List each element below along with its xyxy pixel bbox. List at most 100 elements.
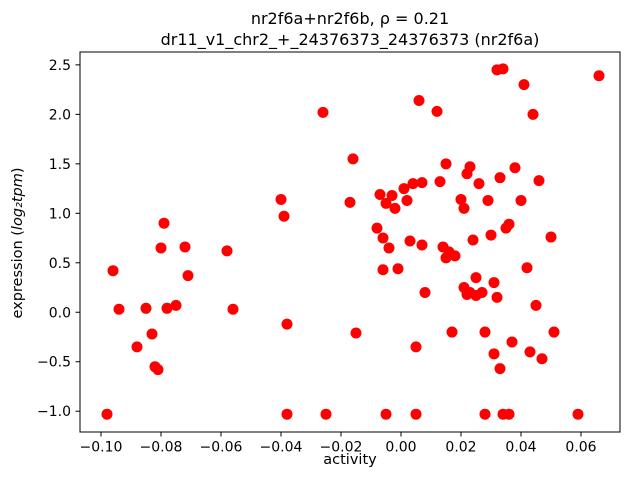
data-point: [146, 328, 158, 340]
data-point: [533, 175, 545, 187]
data-point: [419, 286, 431, 298]
y-tick-label: 1.5: [49, 157, 71, 173]
data-point: [401, 194, 413, 206]
data-point: [431, 105, 443, 117]
data-point: [410, 408, 422, 420]
data-point: [158, 217, 170, 229]
y-tick-label: −1.0: [37, 404, 71, 420]
y-axis-label-prefix: expression (: [10, 230, 26, 319]
data-point: [416, 177, 428, 189]
data-point: [155, 242, 167, 254]
x-tick-label: −0.10: [80, 440, 123, 456]
data-point: [131, 341, 143, 353]
data-point: [446, 326, 458, 338]
data-point: [506, 336, 518, 348]
chart-title: nr2f6a+nr2f6b, ρ = 0.21: [250, 9, 450, 28]
data-point: [350, 327, 362, 339]
data-point: [221, 245, 233, 257]
data-point: [494, 363, 506, 375]
data-point: [383, 242, 395, 254]
data-point: [374, 189, 386, 200]
data-point: [527, 108, 539, 120]
data-point: [410, 341, 422, 353]
data-point: [548, 326, 560, 338]
data-point: [380, 197, 392, 209]
data-point: [572, 408, 584, 420]
data-point: [320, 408, 332, 420]
axes-spines: [79, 51, 621, 433]
data-point: [404, 235, 416, 247]
data-point: [509, 162, 521, 174]
y-tick-label: 1.0: [49, 206, 71, 222]
data-point: [479, 408, 491, 420]
data-point: [503, 218, 515, 230]
x-axis-label: activity: [323, 452, 377, 468]
chart-subtitle: dr11_v1_chr2_+_24376373_24376373 (nr2f6a…: [160, 30, 540, 49]
x-tick-label: −0.06: [200, 440, 243, 456]
data-point: [467, 234, 479, 246]
data-point: [536, 353, 548, 365]
data-point: [530, 299, 542, 311]
data-point: [416, 239, 428, 251]
data-point: [377, 264, 389, 276]
data-point: [524, 346, 536, 358]
x-tick-label: 0.00: [385, 440, 416, 456]
data-point: [389, 202, 401, 214]
data-point: [377, 232, 389, 244]
data-point: [503, 408, 515, 420]
y-axis-label-suffix: ): [10, 167, 26, 174]
data-point: [479, 326, 491, 338]
y-axis-label: expression (log₂tpm): [10, 167, 26, 318]
data-point: [518, 79, 530, 91]
data-point: [275, 193, 287, 205]
data-point: [521, 262, 533, 274]
data-point: [455, 193, 467, 205]
data-point: [380, 408, 392, 420]
data-point: [392, 263, 404, 275]
x-tick-label: 0.06: [565, 440, 596, 456]
data-point: [179, 241, 191, 253]
data-point: [113, 303, 125, 315]
data-point: [101, 408, 113, 420]
y-axis-label-math: log₂tpm: [10, 173, 26, 231]
data-point: [140, 302, 152, 314]
data-point: [371, 222, 383, 234]
y-tick-label: −0.5: [37, 355, 71, 371]
data-point: [449, 250, 461, 262]
y-tick-label: 0.0: [49, 305, 71, 321]
data-point: [464, 161, 476, 173]
data-point: [488, 348, 500, 360]
data-point: [476, 286, 488, 298]
data-point: [458, 202, 470, 214]
data-point: [407, 178, 419, 190]
x-tick-label: −0.08: [140, 440, 183, 456]
data-point: [515, 194, 527, 206]
data-point: [440, 158, 452, 170]
data-point: [152, 364, 164, 376]
x-tick-label: 0.04: [505, 440, 536, 456]
data-point: [488, 277, 500, 289]
data-point: [482, 194, 494, 206]
data-point: [386, 189, 398, 201]
data-point: [227, 303, 239, 315]
data-point: [347, 153, 359, 165]
data-point: [278, 210, 290, 222]
data-point: [434, 176, 446, 188]
data-point: [170, 299, 182, 311]
data-point: [497, 63, 509, 75]
data-point: [413, 94, 425, 106]
data-point: [281, 318, 293, 330]
data-point: [593, 70, 605, 82]
data-point: [485, 229, 497, 241]
data-point: [494, 172, 506, 184]
x-tick-label: −0.04: [260, 440, 303, 456]
data-point: [491, 291, 503, 303]
data-point: [107, 265, 119, 277]
x-tick-label: −0.02: [320, 440, 363, 456]
y-tick-label: 0.5: [49, 256, 71, 272]
x-tick-label: 0.02: [445, 440, 476, 456]
data-point: [317, 106, 329, 118]
data-point: [470, 272, 482, 284]
